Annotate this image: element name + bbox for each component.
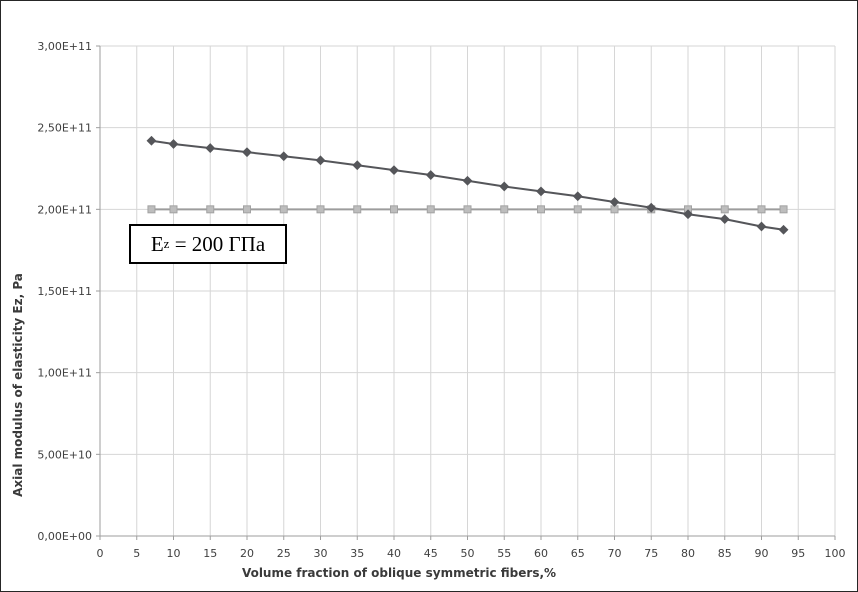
data-point-diamond bbox=[499, 181, 510, 192]
data-point-square bbox=[279, 205, 288, 214]
x-axis-title: Volume fraction of oblique symmetric fib… bbox=[241, 566, 557, 580]
y-tick-label: 2,00E+11 bbox=[37, 203, 92, 216]
data-point-diamond bbox=[352, 160, 363, 171]
data-point-square bbox=[720, 205, 729, 214]
x-tick-label: 85 bbox=[718, 547, 732, 560]
data-point-diamond bbox=[646, 202, 657, 213]
data-point-diamond bbox=[205, 143, 216, 153]
x-tick-label: 40 bbox=[387, 547, 401, 560]
y-tick-label: 0,00E+00 bbox=[37, 530, 92, 543]
x-tick-label: 10 bbox=[167, 547, 181, 560]
data-point-square bbox=[537, 205, 545, 214]
data-point-square bbox=[206, 205, 215, 214]
y-tick-label: 2,50E+11 bbox=[37, 122, 92, 135]
data-point-diamond bbox=[778, 224, 789, 235]
data-point-square bbox=[147, 205, 156, 214]
data-point-diamond bbox=[756, 221, 767, 232]
data-point-square bbox=[426, 205, 435, 214]
x-tick-label: 5 bbox=[133, 547, 140, 560]
x-tick-label: 55 bbox=[497, 547, 511, 560]
x-tick-label: 30 bbox=[314, 547, 328, 560]
x-tick-label: 90 bbox=[755, 547, 769, 560]
data-point-square bbox=[463, 205, 472, 214]
annotation-text-prefix: E bbox=[150, 231, 164, 256]
annotation-text-rest: = 200 ГПа bbox=[169, 231, 266, 256]
x-tick-label: 70 bbox=[608, 547, 622, 560]
data-point-diamond bbox=[425, 170, 436, 180]
y-tick-label: 1,50E+11 bbox=[37, 285, 92, 298]
x-tick-label: 60 bbox=[534, 547, 548, 560]
y-tick-label: 3,00E+11 bbox=[37, 40, 92, 53]
x-tick-label: 65 bbox=[571, 547, 585, 560]
data-point-diamond bbox=[462, 175, 473, 186]
data-point-diamond bbox=[609, 197, 620, 207]
x-tick-label: 80 bbox=[681, 547, 695, 560]
y-tick-label: 1,00E+11 bbox=[37, 367, 92, 380]
data-point-diamond bbox=[168, 139, 179, 149]
data-point-diamond bbox=[389, 165, 399, 176]
x-tick-label: 100 bbox=[825, 547, 846, 560]
y-axis-title: Axial modulus of elasticity Ez, Pa bbox=[11, 273, 25, 497]
data-point-square bbox=[500, 205, 509, 214]
data-point-diamond bbox=[536, 186, 546, 197]
data-point-square bbox=[243, 205, 251, 214]
x-tick-label: 15 bbox=[203, 547, 217, 560]
x-tick-label: 35 bbox=[350, 547, 364, 560]
x-tick-label: 0 bbox=[97, 547, 104, 560]
x-tick-label: 95 bbox=[791, 547, 805, 560]
x-tick-label: 25 bbox=[277, 547, 291, 560]
y-tick-label: 5,00E+10 bbox=[37, 448, 92, 461]
data-point-square bbox=[169, 205, 178, 214]
x-tick-label: 75 bbox=[644, 547, 658, 560]
data-point-diamond bbox=[572, 191, 583, 202]
data-point-square bbox=[316, 205, 325, 214]
data-point-diamond bbox=[719, 214, 730, 225]
x-tick-label: 45 bbox=[424, 547, 438, 560]
data-point-diamond bbox=[242, 147, 252, 158]
data-point-square bbox=[353, 205, 362, 214]
data-point-diamond bbox=[146, 135, 157, 146]
data-point-square bbox=[779, 205, 788, 214]
x-tick-label: 20 bbox=[240, 547, 254, 560]
data-point-square bbox=[390, 205, 398, 214]
data-point-square bbox=[757, 205, 766, 214]
data-point-diamond bbox=[683, 209, 693, 220]
data-point-diamond bbox=[278, 151, 289, 162]
data-point-diamond bbox=[315, 155, 326, 166]
x-tick-label: 50 bbox=[461, 547, 475, 560]
data-point-square bbox=[573, 205, 582, 214]
